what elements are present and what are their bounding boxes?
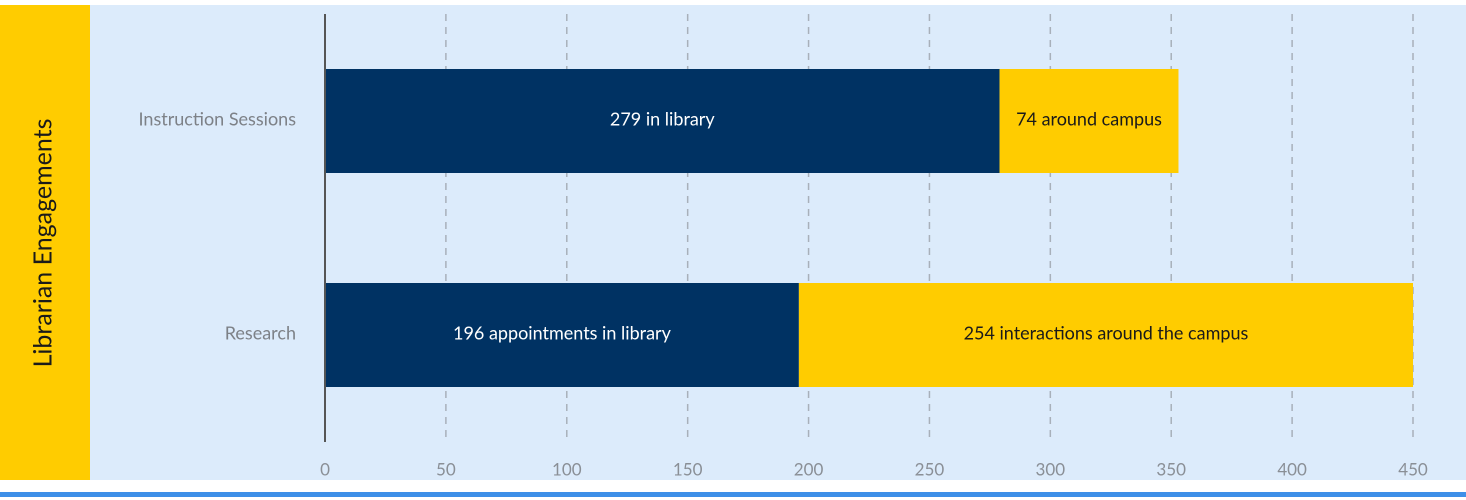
data-label: 254 interactions around the campus <box>964 322 1249 344</box>
bars: 279 in library 74 around campus 196 appoin… <box>325 69 1413 387</box>
category-label: Research <box>225 322 296 344</box>
title-panel <box>0 5 90 480</box>
data-label: 196 appointments in library <box>453 322 672 344</box>
x-tick-label: 100 <box>552 458 582 479</box>
x-tick-label: 50 <box>436 458 456 479</box>
x-tick-label: 200 <box>794 458 824 479</box>
bottom-rule <box>0 492 1466 497</box>
category-label: Instruction Sessions <box>139 108 297 130</box>
bar-segment <box>325 69 1000 173</box>
x-tick-label: 150 <box>673 458 703 479</box>
bar-segment <box>999 69 1179 173</box>
bar-segment <box>325 283 799 387</box>
data-label: 74 around campus <box>1016 108 1162 130</box>
x-tick-label: 350 <box>1156 458 1186 479</box>
chart-title: Librarian Engagements <box>27 119 57 368</box>
x-tick-label: 400 <box>1277 458 1307 479</box>
x-tick-label: 300 <box>1036 458 1066 479</box>
data-label: 279 in library <box>610 108 715 130</box>
x-tick-label: 0 <box>320 458 330 479</box>
x-tick-label: 450 <box>1398 458 1428 479</box>
x-tick-label: 250 <box>915 458 945 479</box>
bar-segment <box>798 283 1413 387</box>
